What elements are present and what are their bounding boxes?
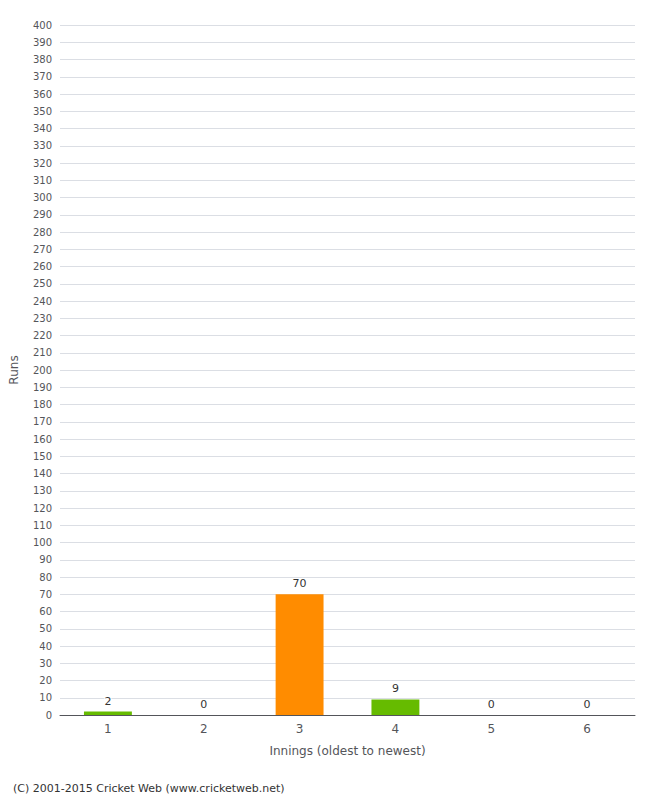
svg-text:0: 0 xyxy=(488,698,495,711)
svg-text:6: 6 xyxy=(583,722,591,736)
svg-text:0: 0 xyxy=(46,710,52,721)
svg-text:400: 400 xyxy=(33,20,52,31)
svg-text:80: 80 xyxy=(39,572,52,583)
svg-text:40: 40 xyxy=(39,641,52,652)
svg-text:70: 70 xyxy=(293,577,307,590)
svg-text:260: 260 xyxy=(33,261,52,272)
svg-text:230: 230 xyxy=(33,313,52,324)
svg-text:60: 60 xyxy=(39,606,52,617)
svg-text:210: 210 xyxy=(33,347,52,358)
svg-text:240: 240 xyxy=(33,296,52,307)
svg-text:20: 20 xyxy=(39,675,52,686)
svg-text:180: 180 xyxy=(33,399,52,410)
svg-text:390: 390 xyxy=(33,37,52,48)
svg-text:Runs: Runs xyxy=(7,355,21,384)
svg-text:200: 200 xyxy=(33,365,52,376)
svg-text:3: 3 xyxy=(296,722,304,736)
svg-text:340: 340 xyxy=(33,123,52,134)
svg-text:90: 90 xyxy=(39,554,52,565)
svg-text:150: 150 xyxy=(33,451,52,462)
svg-text:380: 380 xyxy=(33,54,52,65)
svg-text:9: 9 xyxy=(392,682,399,695)
svg-text:220: 220 xyxy=(33,330,52,341)
svg-text:130: 130 xyxy=(33,485,52,496)
svg-text:280: 280 xyxy=(33,227,52,238)
svg-text:10: 10 xyxy=(39,692,52,703)
svg-text:70: 70 xyxy=(39,589,52,600)
svg-text:2: 2 xyxy=(200,722,208,736)
svg-text:100: 100 xyxy=(33,537,52,548)
svg-text:30: 30 xyxy=(39,658,52,669)
svg-text:270: 270 xyxy=(33,244,52,255)
svg-text:0: 0 xyxy=(200,698,207,711)
svg-text:190: 190 xyxy=(33,382,52,393)
svg-text:330: 330 xyxy=(33,140,52,151)
svg-text:(C) 2001-2015 Cricket Web (www: (C) 2001-2015 Cricket Web (www.cricketwe… xyxy=(13,782,285,795)
svg-text:360: 360 xyxy=(33,89,52,100)
svg-text:4: 4 xyxy=(392,722,400,736)
svg-text:110: 110 xyxy=(33,520,52,531)
svg-text:2: 2 xyxy=(104,695,111,708)
svg-text:5: 5 xyxy=(487,722,495,736)
svg-text:300: 300 xyxy=(33,192,52,203)
svg-text:50: 50 xyxy=(39,623,52,634)
svg-text:160: 160 xyxy=(33,434,52,445)
svg-text:1: 1 xyxy=(104,722,112,736)
svg-text:290: 290 xyxy=(33,209,52,220)
svg-text:170: 170 xyxy=(33,416,52,427)
svg-text:310: 310 xyxy=(33,175,52,186)
svg-text:0: 0 xyxy=(584,698,591,711)
svg-text:140: 140 xyxy=(33,468,52,479)
svg-text:120: 120 xyxy=(33,503,52,514)
svg-text:350: 350 xyxy=(33,106,52,117)
svg-text:370: 370 xyxy=(33,71,52,82)
svg-text:250: 250 xyxy=(33,278,52,289)
svg-text:320: 320 xyxy=(33,158,52,169)
svg-text:Innings (oldest to newest): Innings (oldest to newest) xyxy=(269,744,425,758)
